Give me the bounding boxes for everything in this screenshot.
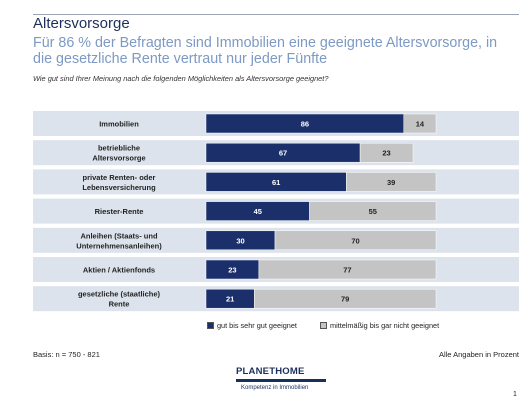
bar-negative [359,142,414,163]
category-label: gesetzliche (staatliche) Rente [78,290,161,309]
data-label-positive: 61 [272,178,280,187]
data-label-positive: 23 [228,266,236,275]
bar-negative [254,288,437,309]
data-label-negative: 14 [416,120,425,129]
category-label: Riester-Rente [95,207,144,216]
logo-tagline: Kompetenz in Immobilien [241,385,309,391]
basis-note: Basis: n = 750 - 821 [33,350,100,359]
data-label-negative: 79 [341,295,349,304]
page-number: 1 [513,391,517,398]
data-label-negative: 77 [343,266,351,275]
data-label-negative: 23 [382,149,390,158]
legend-swatch-negative [320,322,327,329]
page-subtitle: Für 86 % der Befragten sind Immobilien e… [33,35,498,67]
legend-label-negative: mittelmäßig bis gar nicht geeignet [330,321,440,330]
category-label: Aktien / Aktienfonds [83,266,155,275]
legend-label-positive: gut bis sehr gut geeignet [217,321,297,330]
logo-word-home: HOME [275,366,305,377]
category-label: Anleihen (Staats- und Unternehmensanleihe… [76,231,162,250]
title-rule [33,14,519,15]
data-label-positive: 67 [279,149,287,158]
bar-negative [309,201,437,221]
logo-word-planet: PLANET [236,366,276,377]
category-label: Immobilien [99,120,139,129]
data-label-positive: 30 [236,236,244,245]
bar-negative [346,172,437,192]
legend-swatch-positive [207,322,214,329]
data-label-positive: 45 [254,207,262,216]
data-label-positive: 86 [301,120,309,129]
data-label-negative: 70 [351,236,359,245]
page-title: Altersvorsorge [33,15,130,32]
category-label: private Renten- oder Lebensversicherung [82,173,156,192]
survey-question: Wie gut sind Ihrer Meinung nach die folg… [33,74,329,83]
units-note: Alle Angaben in Prozent [438,350,519,359]
bar-negative [258,259,437,280]
logo-bar [236,379,326,382]
data-label-negative: 39 [387,178,395,187]
category-label: betriebliche Altersvorsorge [92,144,145,163]
data-label-negative: 55 [369,207,377,216]
bar-negative [403,113,437,134]
bar-negative [274,230,437,251]
planethome-logo: PLANETHOME [236,366,305,377]
data-label-positive: 21 [226,295,234,304]
